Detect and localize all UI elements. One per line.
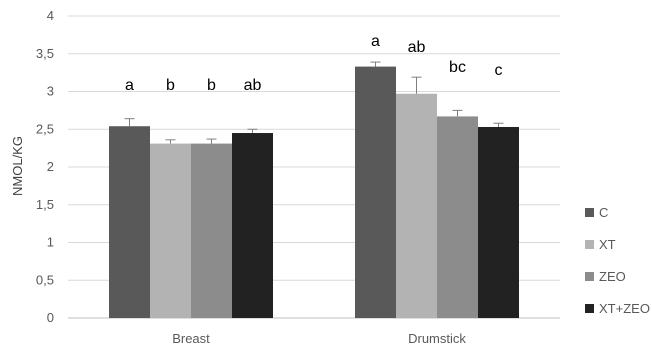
- y-tick-label: 2: [47, 159, 54, 174]
- significance-letter: c: [495, 62, 503, 79]
- y-axis-title: NMOL/KG: [10, 136, 25, 196]
- legend-swatch: [585, 208, 594, 217]
- legend-swatch: [585, 304, 594, 313]
- bar-xt-drumstick: [396, 93, 437, 318]
- y-tick-label: 3: [47, 84, 54, 99]
- bar-c-drumstick: [355, 66, 396, 319]
- legend-label: XT+ZEO: [599, 301, 650, 316]
- bar-zeo-drumstick: [437, 116, 478, 318]
- bar-xt-zeo-breast: [232, 133, 273, 318]
- significance-letter: a: [125, 77, 134, 94]
- y-tick-label: 0,5: [36, 272, 54, 287]
- legend-label: XT: [599, 237, 616, 252]
- category-label: Drumstick: [408, 331, 466, 346]
- legend-swatch: [585, 272, 594, 281]
- category-label: Breast: [172, 331, 210, 346]
- significance-letter: ab: [408, 39, 426, 56]
- bar-c-breast: [109, 126, 150, 318]
- bars: [109, 61, 519, 319]
- legend-swatch: [585, 240, 594, 249]
- legend-label: ZEO: [599, 269, 626, 284]
- y-tick-label: 1,5: [36, 197, 54, 212]
- legend-label: C: [599, 205, 608, 220]
- y-tick-label: 3,5: [36, 46, 54, 61]
- y-tick-label: 1: [47, 235, 54, 250]
- significance-letter: ab: [244, 77, 262, 94]
- bar-xt-breast: [150, 143, 191, 318]
- significance-letter: b: [207, 77, 216, 94]
- y-tick-label: 0: [47, 310, 54, 325]
- y-tick-label: 2,5: [36, 121, 54, 136]
- significance-letter: b: [166, 77, 175, 94]
- bar-xt-zeo-drumstick: [478, 126, 519, 318]
- legend: C XT ZEO XT+ZEO: [585, 205, 650, 316]
- significance-letter: a: [371, 33, 380, 50]
- y-tick-label: 4: [47, 8, 54, 23]
- bar-zeo-breast: [191, 143, 232, 318]
- significance-letter: bc: [449, 59, 466, 76]
